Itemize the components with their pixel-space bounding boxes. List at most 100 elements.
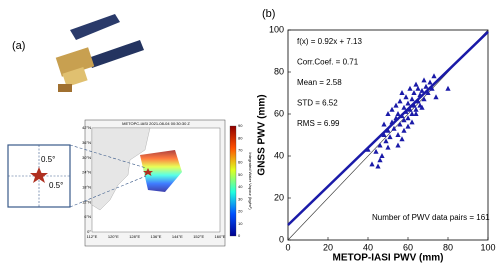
point — [425, 90, 431, 95]
map-title: METOPC-IASI 2021-08-04 00:30:30 Z — [122, 121, 190, 126]
point — [397, 98, 403, 104]
colorbar-tick: 60 — [238, 160, 243, 165]
lon-label: 144°E — [172, 234, 183, 239]
lon-label: 112°E — [87, 234, 98, 239]
x-tick-label: 60 — [403, 242, 413, 252]
land — [91, 127, 151, 211]
point — [407, 106, 413, 112]
point — [401, 127, 407, 133]
point — [401, 104, 407, 110]
y-tick-label: 20 — [274, 192, 284, 202]
colorbar-tick: 50 — [238, 172, 243, 177]
point — [369, 161, 375, 167]
point — [385, 127, 391, 133]
point — [417, 92, 423, 98]
plot-frame — [287, 29, 489, 241]
point — [393, 102, 399, 108]
point — [405, 100, 411, 106]
point — [421, 96, 427, 102]
point — [375, 163, 381, 169]
point — [405, 115, 411, 121]
y-tick-label: 100 — [269, 24, 284, 34]
x-tick-label: 40 — [363, 242, 373, 252]
point — [395, 111, 401, 116]
point — [445, 85, 451, 91]
point — [411, 102, 417, 108]
point — [385, 111, 391, 116]
lat-label: 24°N — [82, 170, 91, 175]
lat-label: 0° — [87, 229, 91, 234]
point — [419, 87, 425, 93]
colorbar-tick: 20 — [238, 209, 243, 214]
point — [399, 113, 405, 119]
inset-star — [30, 167, 48, 183]
point — [393, 115, 399, 121]
point — [399, 136, 405, 142]
colorbar-tick: 90 — [238, 123, 243, 128]
colorbar-tick: 30 — [238, 196, 243, 201]
annotation: Corr.Coef. = 0.71 — [297, 58, 359, 67]
lon-label: 120°E — [108, 234, 119, 239]
point — [415, 98, 421, 104]
lon-label: 152°E — [193, 234, 204, 239]
annotation: RMS = 6.99 — [297, 119, 340, 128]
y-tick-label: 80 — [274, 66, 284, 76]
point — [389, 106, 395, 112]
lat-label: 30°N — [82, 155, 91, 160]
swath — [140, 150, 182, 192]
satellite — [55, 14, 144, 92]
x-tick-label: 100 — [480, 242, 495, 252]
point — [413, 106, 419, 112]
colorbar-label: Integrated Water Vapour (kg/m²) — [248, 152, 253, 210]
point — [411, 90, 417, 95]
x-axis-label: METOP-IASI PWV (mm) — [333, 253, 444, 264]
point — [413, 81, 419, 87]
point — [379, 153, 385, 158]
y-tick-label: 40 — [274, 150, 284, 160]
point — [429, 85, 435, 91]
lon-label: 136°E — [151, 234, 162, 239]
annotation: f(x) = 0.92x + 7.13 — [297, 37, 362, 46]
point — [433, 94, 439, 100]
point — [401, 117, 407, 123]
point — [387, 134, 393, 140]
point — [377, 157, 383, 163]
x-tick-label: 20 — [323, 242, 333, 252]
point — [415, 85, 421, 91]
inset-label: 0.5° — [41, 155, 55, 164]
point — [395, 142, 401, 148]
point — [391, 125, 397, 131]
colorbar-tick: 10 — [238, 221, 243, 226]
y-tick-label: 60 — [274, 108, 284, 118]
point — [403, 94, 409, 100]
point — [389, 119, 395, 125]
lat-label: 36°N — [82, 140, 91, 145]
panel-label: (b) — [262, 8, 275, 20]
point — [421, 77, 427, 83]
y-tick-label: 0 — [279, 234, 284, 244]
lat-label: 6°N — [84, 214, 91, 219]
colorbar-tick: 0 — [238, 233, 241, 238]
point — [403, 108, 409, 114]
point — [397, 121, 403, 127]
x-tick-label: 80 — [443, 242, 453, 252]
point — [423, 83, 429, 89]
lon-label: 160°E — [215, 234, 226, 239]
point — [395, 132, 401, 137]
point — [409, 111, 415, 116]
station-star — [143, 168, 153, 176]
point — [419, 104, 425, 110]
point — [365, 146, 371, 152]
point — [405, 123, 411, 129]
point — [373, 148, 379, 154]
colorbar — [229, 125, 237, 237]
point — [407, 85, 413, 91]
point — [431, 73, 437, 79]
point — [413, 111, 419, 116]
lat-label: 42°N — [82, 125, 91, 130]
inset-label: 0.5° — [49, 181, 63, 190]
point — [409, 96, 415, 102]
colorbar-tick: 70 — [238, 148, 243, 153]
point — [381, 121, 387, 127]
